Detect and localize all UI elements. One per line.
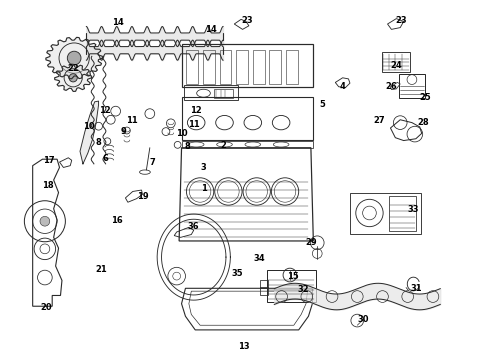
Bar bbox=[182, 97, 313, 140]
Text: 29: 29 bbox=[305, 238, 317, 247]
Bar bbox=[182, 141, 313, 148]
Bar bbox=[203, 50, 215, 84]
Bar bbox=[253, 50, 265, 84]
Text: 19: 19 bbox=[137, 192, 148, 201]
Bar bbox=[389, 196, 416, 231]
Text: 10: 10 bbox=[83, 122, 95, 131]
Text: 26: 26 bbox=[386, 82, 397, 91]
Text: 15: 15 bbox=[287, 272, 299, 281]
Text: 8: 8 bbox=[96, 138, 101, 147]
Text: 33: 33 bbox=[408, 205, 419, 214]
Text: 24: 24 bbox=[391, 61, 402, 70]
Bar bbox=[260, 287, 269, 296]
Text: 23: 23 bbox=[242, 16, 253, 25]
Text: 12: 12 bbox=[190, 106, 202, 115]
Polygon shape bbox=[55, 64, 92, 91]
Text: 3: 3 bbox=[200, 163, 206, 172]
Text: 13: 13 bbox=[238, 342, 250, 351]
Text: 20: 20 bbox=[40, 303, 51, 312]
Bar bbox=[270, 50, 281, 84]
Polygon shape bbox=[46, 37, 102, 79]
Circle shape bbox=[69, 74, 77, 82]
Text: 9: 9 bbox=[121, 127, 127, 136]
Text: 8: 8 bbox=[185, 142, 190, 151]
Text: 5: 5 bbox=[319, 100, 325, 109]
Text: 12: 12 bbox=[98, 106, 110, 115]
Bar bbox=[184, 85, 238, 100]
Text: 4: 4 bbox=[340, 82, 345, 91]
Text: 27: 27 bbox=[373, 116, 385, 125]
Bar bbox=[267, 270, 316, 302]
Text: 17: 17 bbox=[43, 156, 54, 165]
Bar bbox=[182, 44, 313, 87]
Text: 14: 14 bbox=[112, 18, 124, 27]
Text: 32: 32 bbox=[298, 285, 309, 294]
Polygon shape bbox=[80, 101, 98, 164]
Circle shape bbox=[40, 216, 50, 226]
Text: 16: 16 bbox=[111, 216, 123, 225]
Text: 31: 31 bbox=[410, 284, 422, 293]
Text: 30: 30 bbox=[357, 315, 369, 324]
Circle shape bbox=[67, 51, 81, 65]
Text: 18: 18 bbox=[42, 181, 53, 190]
Text: 35: 35 bbox=[232, 269, 244, 278]
Text: 28: 28 bbox=[417, 118, 429, 127]
Text: 1: 1 bbox=[200, 184, 206, 193]
Text: 6: 6 bbox=[103, 154, 109, 163]
Text: 21: 21 bbox=[95, 265, 107, 274]
Bar bbox=[286, 50, 298, 84]
Text: 34: 34 bbox=[254, 255, 266, 264]
Bar bbox=[186, 50, 198, 84]
Text: 7: 7 bbox=[149, 158, 155, 167]
Text: 23: 23 bbox=[395, 16, 407, 25]
Text: 10: 10 bbox=[176, 129, 187, 138]
Text: 11: 11 bbox=[188, 120, 200, 129]
Bar bbox=[236, 50, 248, 84]
Text: 2: 2 bbox=[220, 141, 226, 150]
Text: 25: 25 bbox=[420, 93, 432, 102]
Bar bbox=[214, 89, 233, 98]
Text: 36: 36 bbox=[188, 222, 199, 231]
Bar bbox=[220, 50, 231, 84]
Bar bbox=[350, 193, 421, 234]
Text: 11: 11 bbox=[126, 116, 138, 125]
Bar bbox=[260, 280, 269, 288]
Text: 22: 22 bbox=[67, 64, 79, 73]
Bar bbox=[382, 52, 410, 72]
Text: 14: 14 bbox=[205, 25, 217, 34]
